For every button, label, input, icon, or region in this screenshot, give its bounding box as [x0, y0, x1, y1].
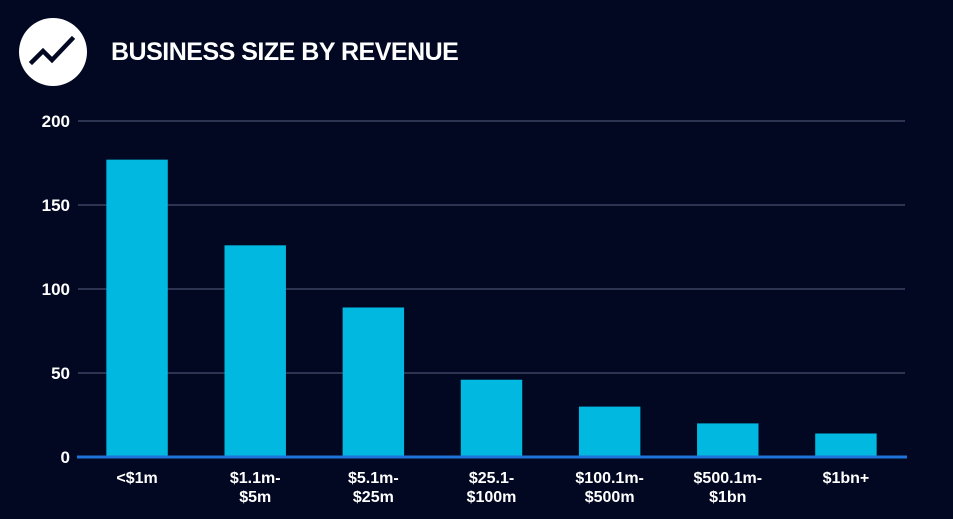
trend-line-icon: [19, 18, 87, 86]
x-tick-label: $1.1m-$5m: [230, 470, 281, 506]
x-tick-label: <$1m: [116, 470, 157, 487]
bars: [106, 159, 877, 457]
bar: [224, 245, 286, 457]
x-axis-ticks: <$1m $1.1m-$5m $5.1m-$25m $25.1-$100m $100.1…: [116, 470, 869, 506]
bar: [697, 423, 759, 457]
bar: [342, 307, 405, 457]
chart-title: BUSINESS SIZE BY REVENUE: [111, 38, 459, 66]
bar: [460, 379, 523, 457]
x-tick-label: $25.1-$100m: [467, 470, 517, 506]
x-tick-label: $100.1m-$500m: [575, 470, 644, 506]
bar: [815, 433, 877, 457]
x-tick-label: $1bn+: [823, 470, 870, 487]
y-tick-label: 100: [42, 280, 70, 299]
y-tick-label: 50: [51, 364, 70, 383]
bar: [106, 159, 168, 457]
y-axis-ticks: 0 50 100 150 200: [42, 112, 70, 467]
y-tick-label: 0: [61, 448, 70, 467]
gridlines: [78, 120, 905, 374]
bar: [578, 406, 641, 457]
x-tick-label: $5.1m-$25m: [348, 470, 399, 506]
y-tick-label: 150: [42, 196, 70, 215]
y-tick-label: 200: [42, 112, 70, 131]
x-tick-label: $500.1m-$1bn: [694, 470, 763, 506]
chart-header: BUSINESS SIZE BY REVENUE: [0, 0, 953, 100]
